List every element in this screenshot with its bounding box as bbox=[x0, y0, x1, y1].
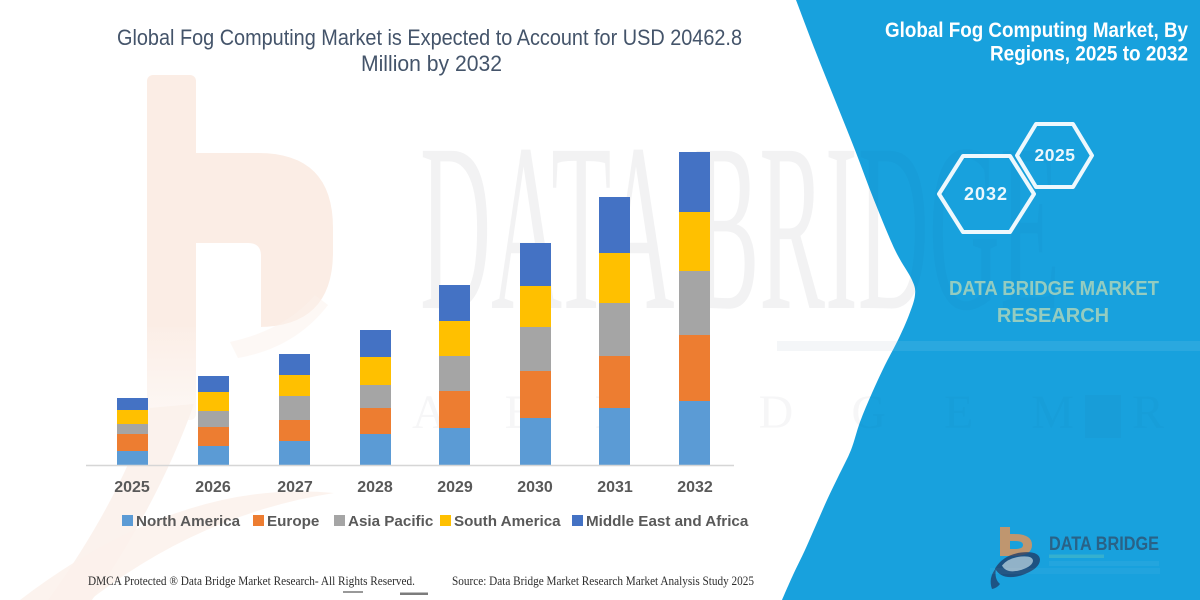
svg-text:North America: North America bbox=[136, 513, 241, 530]
svg-text:Global Fog Computing Market, B: Global Fog Computing Market, By bbox=[885, 19, 1188, 42]
svg-text:2032: 2032 bbox=[964, 184, 1008, 204]
svg-text:Middle East and Africa: Middle East and Africa bbox=[586, 513, 749, 530]
svg-text:Global Fog Computing Market is: Global Fog Computing Market is Expected … bbox=[117, 25, 742, 50]
svg-text:2032: 2032 bbox=[677, 479, 713, 496]
svg-text:Million by 2032: Million by 2032 bbox=[361, 51, 502, 76]
svg-text:2029: 2029 bbox=[437, 479, 473, 496]
svg-text:Regions, 2025 to 2032: Regions, 2025 to 2032 bbox=[990, 43, 1188, 66]
svg-text:Asia Pacific: Asia Pacific bbox=[348, 513, 433, 530]
svg-text:RESEARCH: RESEARCH bbox=[997, 305, 1109, 327]
svg-text:2025: 2025 bbox=[1035, 145, 1076, 165]
svg-text:2026: 2026 bbox=[195, 479, 231, 496]
svg-text:DATA BRIDGE MARKET: DATA BRIDGE MARKET bbox=[949, 278, 1159, 300]
svg-text:DMCA Protected ® Data Bridge M: DMCA Protected ® Data Bridge Market Rese… bbox=[88, 574, 415, 588]
svg-text:Europe: Europe bbox=[267, 513, 319, 530]
svg-text:DATA BRIDGE: DATA BRIDGE bbox=[1049, 534, 1159, 555]
svg-text:2025: 2025 bbox=[114, 479, 150, 496]
svg-text:Source: Data Bridge Market Res: Source: Data Bridge Market Research Mark… bbox=[452, 574, 754, 588]
svg-text:2031: 2031 bbox=[597, 479, 633, 496]
svg-text:2027: 2027 bbox=[277, 479, 313, 496]
svg-text:ABRIDG: ABRIDG bbox=[412, 386, 944, 439]
svg-text:South America: South America bbox=[454, 513, 561, 530]
svg-text:2028: 2028 bbox=[357, 479, 393, 496]
svg-text:2030: 2030 bbox=[517, 479, 553, 496]
